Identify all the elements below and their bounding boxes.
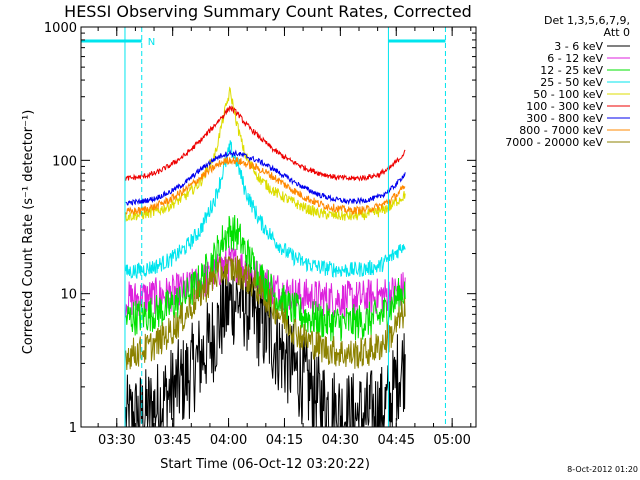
series-line-6 [125, 149, 406, 206]
x-tick-label: 04:00 [210, 433, 247, 448]
x-tick-label: 04:45 [378, 433, 415, 448]
plot-frame [80, 26, 477, 428]
series-line-1 [125, 245, 406, 318]
x-tick-label: 04:15 [266, 433, 303, 448]
legend-header: Att 0 [604, 26, 630, 39]
series-line-5 [125, 105, 406, 182]
y-tick-label: 1000 [44, 21, 77, 36]
x-axis-label: Start Time (06-Oct-12 03:20:22) [160, 457, 370, 472]
axes: 03:30 03:45 04:00 04:15 04:30 04:45 05:00 1 10 10… [44, 21, 476, 448]
legend-entry: 12 - 25 keV [540, 64, 603, 77]
series-line-3 [125, 140, 406, 279]
legend-entry: 6 - 12 keV [547, 52, 603, 65]
y-axis-label: Corrected Count Rate (s⁻¹ detector⁻¹) [21, 110, 36, 355]
legend-entry: 100 - 300 keV [526, 100, 603, 113]
legend-entry: 50 - 100 keV [533, 88, 603, 101]
legend-entry: 25 - 50 keV [540, 76, 603, 89]
x-tick-label: 03:45 [154, 433, 191, 448]
legend-entry: 7000 - 20000 keV [505, 136, 603, 149]
x-tick-label: 04:30 [322, 433, 359, 448]
legend-entry: 800 - 7000 keV [519, 124, 603, 137]
series-line-2 [125, 214, 406, 342]
chart-title: HESSI Observing Summary Count Rates, Cor… [64, 2, 472, 21]
night-marker-label: N [148, 37, 155, 48]
y-tick-label: 100 [52, 154, 77, 169]
y-tick-label: 10 [60, 288, 77, 303]
series-line-8 [125, 255, 406, 371]
x-tick-label: 05:00 [433, 433, 470, 448]
x-tick-label: 03:30 [98, 433, 135, 448]
legend-entry: 300 - 800 keV [526, 112, 603, 125]
legend-header: Det 1,3,5,6,7,9, [544, 14, 630, 27]
night-markers: N [81, 27, 446, 427]
series-layer [125, 86, 406, 428]
series-line-7 [125, 156, 406, 216]
y-tick-label: 1 [69, 421, 77, 436]
plot-timestamp: 8-Oct-2012 01:20 [567, 465, 638, 474]
legend-entry: 3 - 6 keV [554, 40, 603, 53]
